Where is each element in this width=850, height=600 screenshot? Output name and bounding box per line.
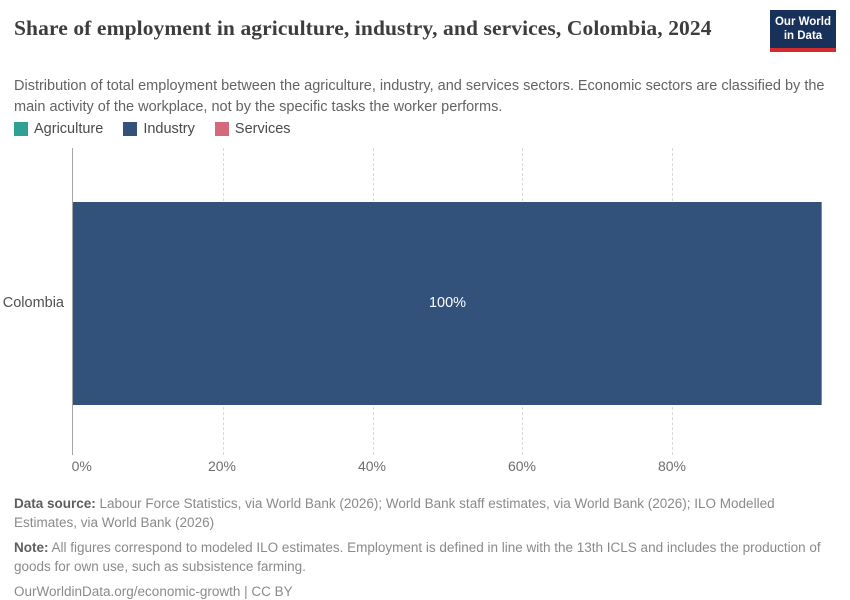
legend-item-industry[interactable]: Industry <box>123 121 195 137</box>
data-source-label: Data source: <box>14 496 96 511</box>
note-text: All figures correspond to modeled ILO es… <box>14 540 821 574</box>
plot-area: 100% <box>72 148 822 455</box>
owid-logo[interactable]: Our World in Data <box>770 10 836 52</box>
legend-label-agriculture: Agriculture <box>34 121 104 137</box>
y-axis-category-label: Colombia <box>2 295 64 311</box>
data-source-text: Labour Force Statistics, via World Bank … <box>14 496 775 530</box>
industry-swatch-icon <box>123 122 138 136</box>
legend: Agriculture Industry Services <box>14 121 291 137</box>
x-tick-80: 80% <box>657 458 687 474</box>
legend-item-services[interactable]: Services <box>214 121 291 137</box>
x-tick-20: 20% <box>207 458 237 474</box>
x-tick-60: 60% <box>507 458 537 474</box>
note-label: Note: <box>14 540 49 555</box>
bar-colombia[interactable] <box>73 202 822 405</box>
chart-subtitle: Distribution of total employment between… <box>14 78 825 115</box>
chart-footer: Data source: Labour Force Statistics, vi… <box>14 494 836 600</box>
x-axis-ticks: 0% 20% 40% 60% 80% <box>72 458 822 478</box>
legend-label-industry: Industry <box>143 121 195 137</box>
owid-logo-line2: in Data <box>783 30 823 42</box>
legend-item-agriculture[interactable]: Agriculture <box>14 121 103 137</box>
chart-area: Colombia 100% 0% 20% 40% 60% 80% <box>0 148 850 480</box>
x-tick-40: 40% <box>357 458 387 474</box>
x-tick-0: 0% <box>71 458 92 474</box>
agriculture-swatch-icon <box>14 122 28 136</box>
bar-segment-industry[interactable] <box>73 202 821 405</box>
legend-label-services: Services <box>234 121 291 137</box>
bar-segment-services[interactable] <box>820 202 822 405</box>
data-source-line: Data source: Labour Force Statistics, vi… <box>14 494 836 532</box>
services-swatch-icon <box>214 122 229 136</box>
owid-logo-line1: Our World <box>774 16 831 28</box>
chart-title: Share of employment in agriculture, indu… <box>14 16 712 40</box>
note-line: Note: All figures correspond to modeled … <box>14 538 836 576</box>
bar-value-label: 100% <box>428 295 467 311</box>
owid-url-license[interactable]: OurWorldinData.org/economic-growth | CC … <box>14 584 293 599</box>
